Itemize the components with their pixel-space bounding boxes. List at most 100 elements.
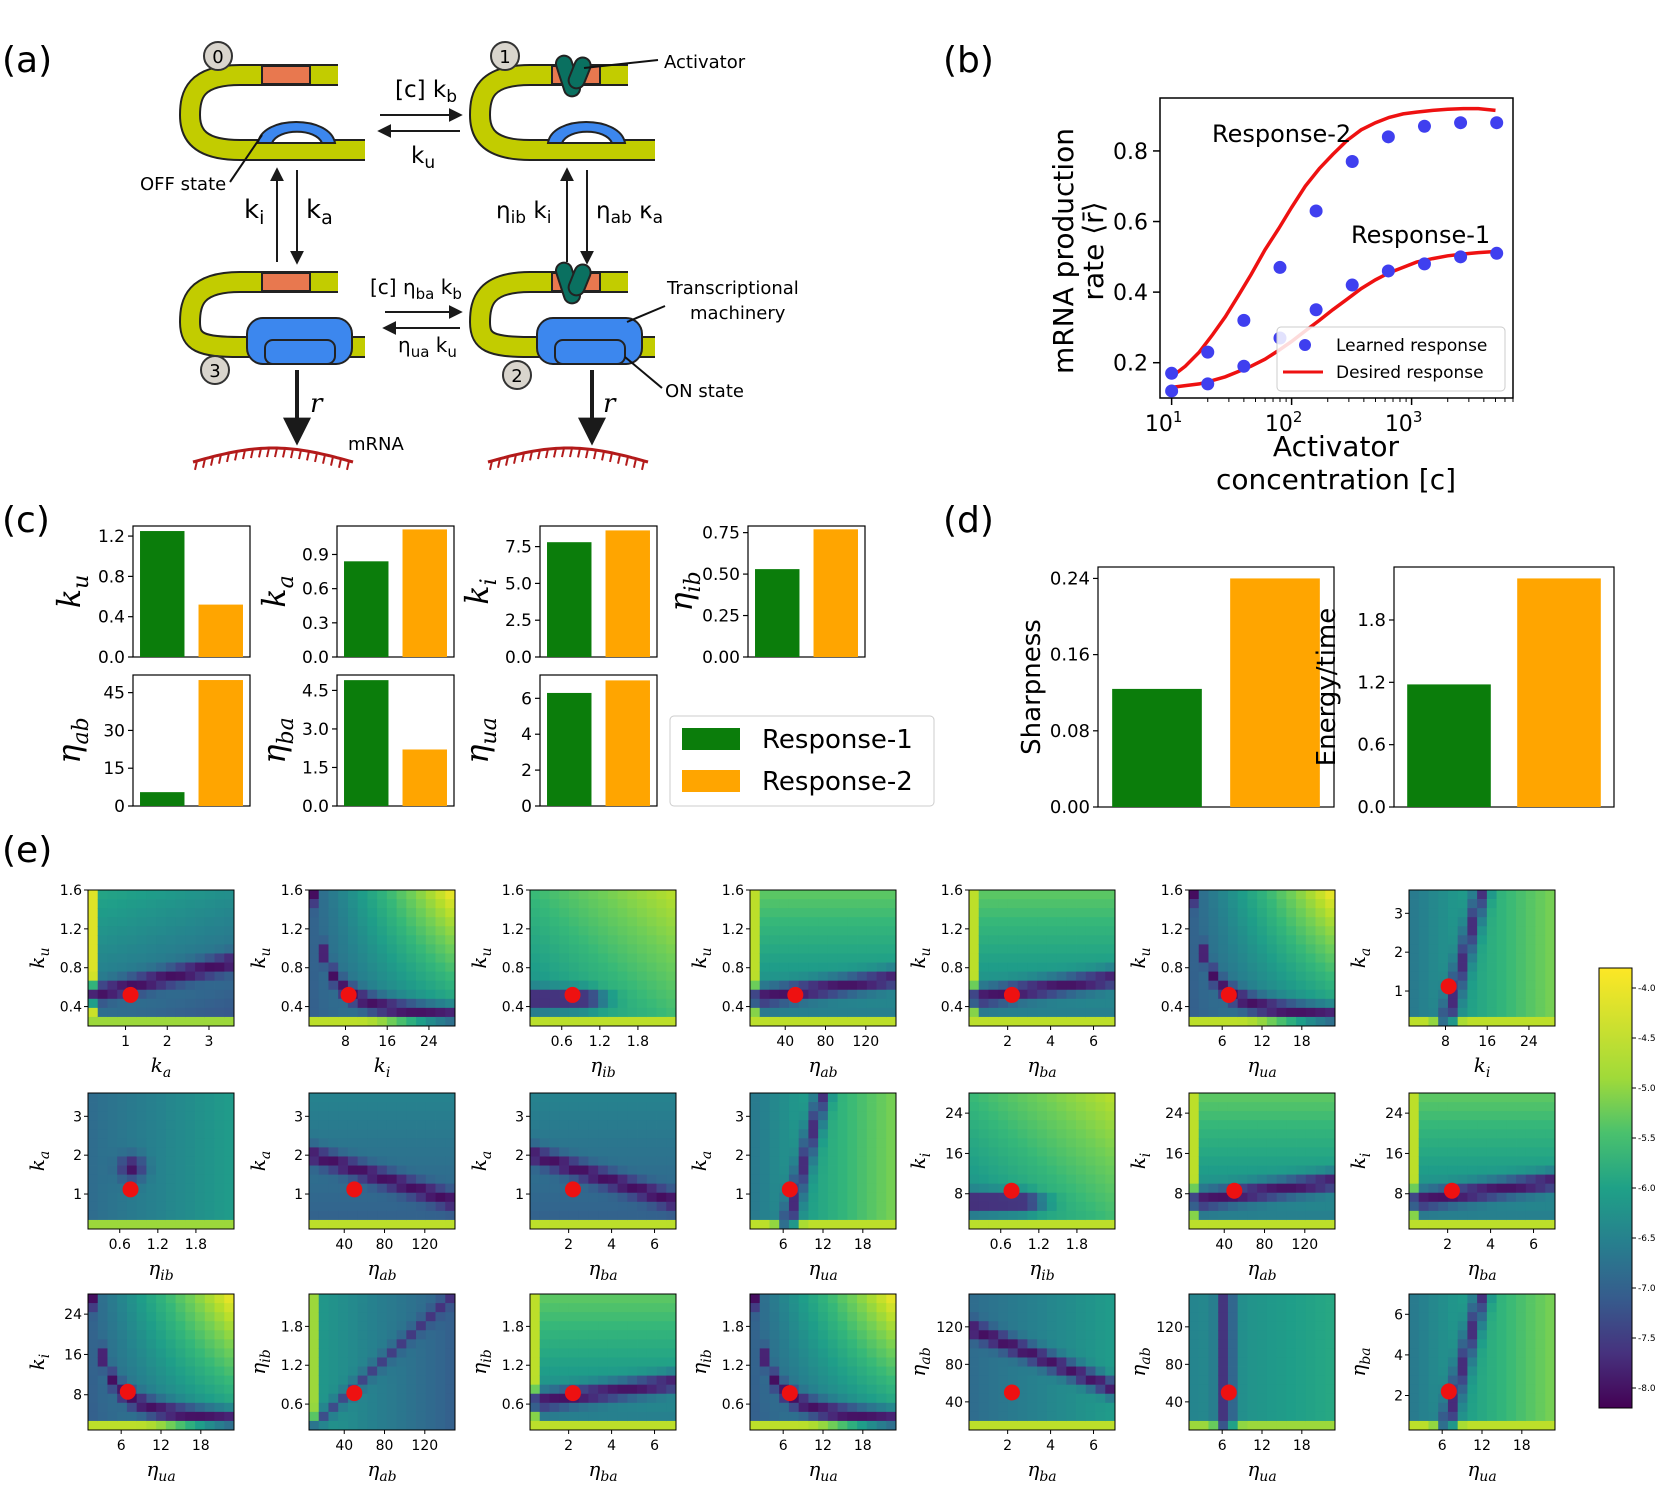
heatmap-pixel [88, 1210, 99, 1221]
heatmap-pixel [1315, 1111, 1326, 1121]
heatmap-pixel [126, 1375, 138, 1386]
heatmap-pixel [1496, 1111, 1507, 1121]
heatmap-pixel [185, 1156, 196, 1166]
heatmap-pixel [347, 1102, 359, 1112]
heatmap-pixel [1198, 1156, 1209, 1166]
heatmap-pixel [876, 1357, 887, 1367]
heatmap-pixel [136, 1357, 147, 1367]
heatmap-pixel [798, 989, 809, 1000]
heatmap-pixel [818, 935, 829, 945]
heatmap-pixel [568, 1219, 580, 1230]
heatmap-pixel [857, 1016, 868, 1027]
heatmap-pixel [107, 1420, 118, 1431]
heatmap-pixel [195, 926, 206, 936]
heatmap-pixel [445, 1219, 456, 1230]
heatmap-pixel [338, 980, 349, 991]
heatmap-pixel [1017, 1174, 1028, 1185]
heatmap-pixel [195, 1102, 206, 1112]
heatmap-pixel [969, 1375, 980, 1386]
heatmap-pixel [1208, 989, 1219, 1000]
heatmap-pixel [425, 1016, 436, 1027]
heatmap-pixel [857, 1393, 868, 1404]
heatmap-pixel [876, 1093, 887, 1103]
heatmap-pixel [1027, 890, 1038, 900]
xtick-label: 6 [117, 1438, 126, 1454]
heatmap-pixel [97, 989, 108, 1000]
heatmap-pixel [126, 890, 138, 900]
heatmap-pixel [1105, 1165, 1116, 1175]
heatmap-pixel [328, 1357, 339, 1367]
heatmap-pixel [195, 1384, 206, 1395]
heatmap-pixel [425, 1129, 436, 1139]
heatmap-pixel [646, 971, 657, 982]
heatmap-pixel [377, 1384, 388, 1395]
heatmap-pixel [1266, 1120, 1277, 1130]
heatmap-pixel [88, 926, 99, 936]
heatmap-pixel [607, 1219, 618, 1230]
heatmap-pixel [1095, 1357, 1106, 1367]
heatmap-pixel [827, 899, 838, 909]
heatmap-pixel [338, 1366, 349, 1376]
optimum-marker [781, 1385, 798, 1402]
heatmap-pixel [1027, 1156, 1038, 1166]
heatmap-pixel [666, 926, 677, 936]
heatmap-pixel [998, 1219, 1009, 1230]
heatmap-pixel [1076, 1321, 1087, 1331]
heatmap-pixel [1516, 1219, 1527, 1230]
heatmap-pixel [185, 1384, 196, 1395]
heatmap-pixel [1105, 1201, 1116, 1212]
heatmap-pixel [1525, 989, 1536, 1000]
heatmap-pixel [97, 1129, 108, 1139]
heatmap-pixel [136, 1384, 147, 1395]
heatmap-pixel [588, 1165, 599, 1175]
heatmap-pixel [224, 1093, 235, 1103]
heatmap-pixel [857, 1120, 868, 1130]
heatmap-pixel [165, 1210, 176, 1221]
heatmap-pixel [1315, 926, 1326, 936]
heatmap-pixel [1496, 989, 1507, 1000]
heatmap-pixel [1516, 899, 1527, 909]
heatmap-pixel [1027, 953, 1038, 963]
heatmap-pixel [578, 917, 589, 927]
heatmap-pixel [204, 1402, 215, 1413]
heatmap-pixel [568, 1147, 580, 1157]
heatmap-pixel [656, 1375, 667, 1386]
heatmap-pixel [1276, 971, 1287, 982]
heatmap-pixel [559, 1156, 570, 1166]
heatmap-pixel [530, 1366, 541, 1376]
heatmap-pixel [1545, 971, 1556, 982]
heatmap-pixel [857, 1384, 868, 1395]
heatmap-pixel [126, 1120, 138, 1130]
heatmap-pixel [779, 1102, 790, 1112]
heatmap-pixel [175, 1375, 186, 1386]
heatmap-pixel [445, 1339, 456, 1349]
heatmap-pixel [1418, 935, 1429, 945]
heatmap-pixel [309, 1411, 320, 1422]
heatmap-pixel [607, 1007, 618, 1018]
heatmap-pixel [978, 908, 989, 918]
heatmap-pixel [1218, 1147, 1229, 1157]
heatmap-pixel [1085, 1007, 1096, 1018]
heatmap-pixel [779, 1420, 790, 1431]
heatmap-pixel [1506, 890, 1517, 900]
ytick-label: 0.24 [1050, 568, 1090, 589]
xtick-label: 80 [817, 1034, 835, 1050]
heatmap-pixel [1208, 998, 1219, 1009]
heatmap-pixel [347, 971, 359, 982]
heatmap-pixel [328, 1303, 339, 1313]
heatmap-pixel [185, 1330, 196, 1340]
heatmap-pixel [1496, 1007, 1507, 1018]
heatmap-pixel [818, 1402, 829, 1413]
heatmap-pixel [1189, 935, 1200, 945]
heatmap-pixel [808, 1330, 819, 1340]
heatmap-pixel [1208, 1007, 1219, 1018]
heatmap-pixel [627, 1366, 638, 1376]
heatmap-pixel [1305, 1210, 1316, 1221]
transcription-rate-left: r [310, 389, 324, 419]
heatmap-pixel [978, 1210, 989, 1221]
heatmap-pixel [1056, 1111, 1067, 1121]
heatmap-pixel [107, 1120, 118, 1130]
heatmap-pixel [1247, 1138, 1258, 1148]
ytick-label: 2 [73, 1148, 82, 1164]
heatmap-pixel [386, 1165, 397, 1175]
